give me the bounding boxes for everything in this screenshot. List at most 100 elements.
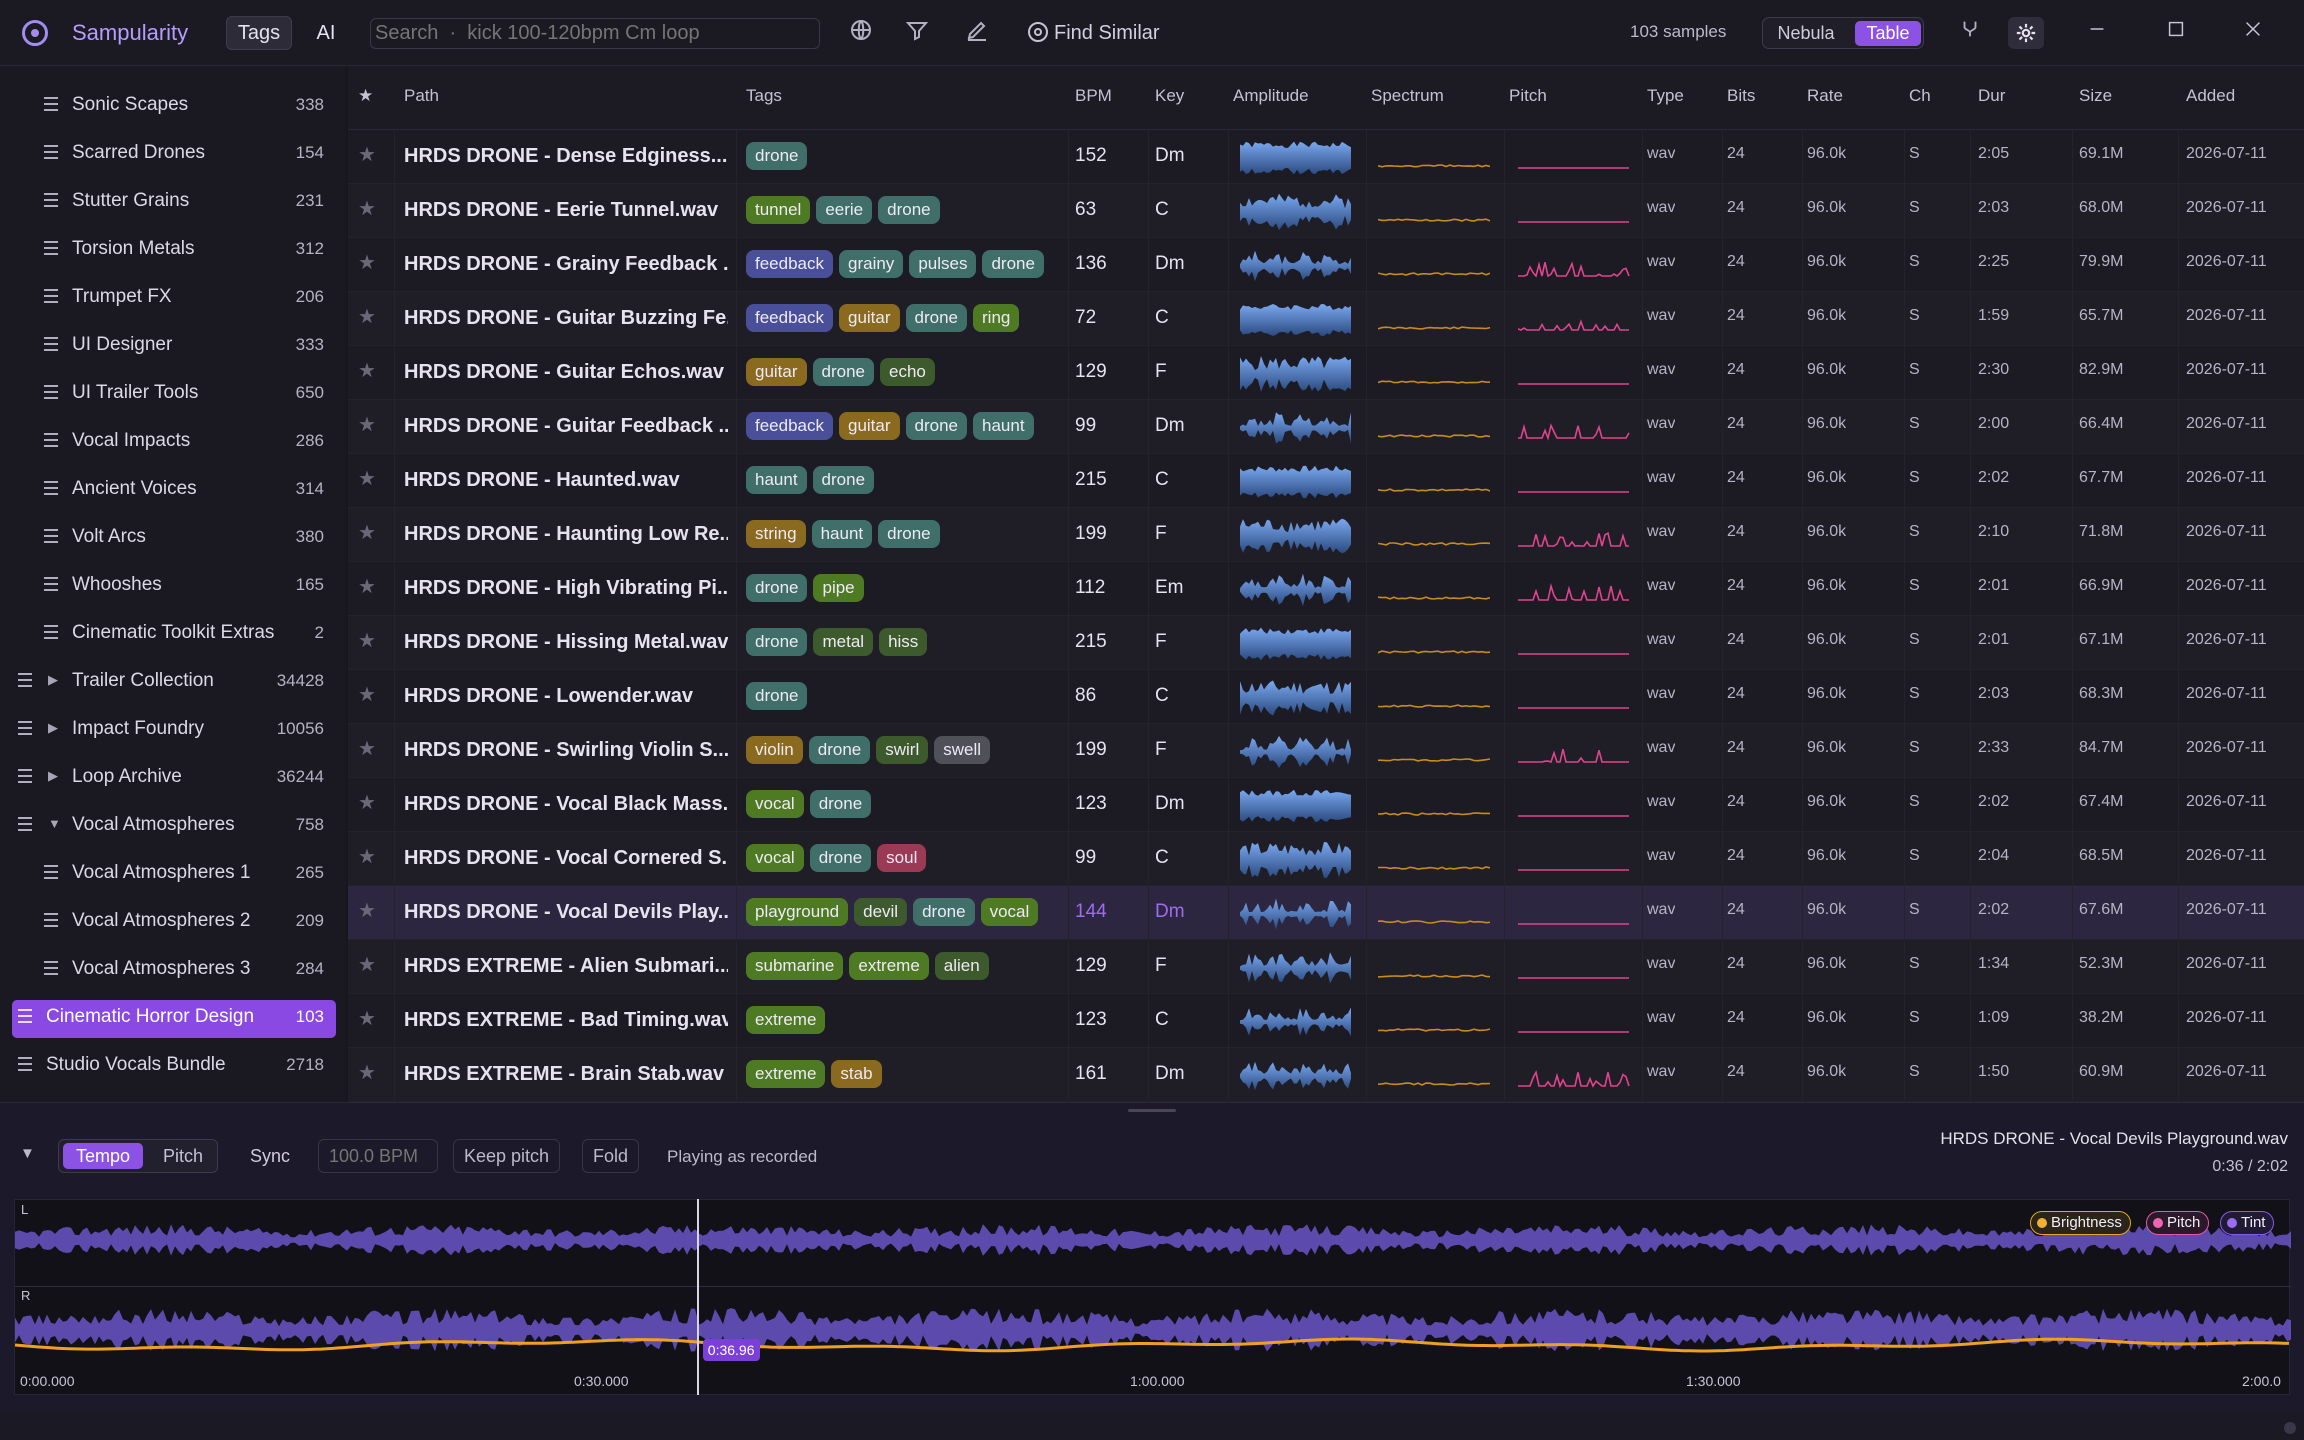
drag-handle-icon[interactable] (44, 625, 58, 639)
drag-handle-icon[interactable] (44, 145, 58, 159)
col-spectrum-header[interactable]: Spectrum (1371, 86, 1444, 105)
tag-pill[interactable]: violin (746, 736, 803, 764)
table-row[interactable]: ★ HRDS DRONE - Dense Edginess.... drone 152… (348, 130, 2304, 184)
tag-pill[interactable]: guitar (839, 412, 900, 440)
drag-handle-icon[interactable] (44, 913, 58, 927)
table-row[interactable]: ★ HRDS DRONE - Hissing Metal.wav drone meta… (348, 616, 2304, 670)
col-key-header[interactable]: Key (1155, 86, 1185, 105)
star-icon[interactable]: ★ (358, 738, 376, 760)
tag-pill[interactable]: feedback (746, 304, 833, 332)
star-icon[interactable]: ★ (358, 1008, 376, 1030)
pitch-tab[interactable]: Pitch (162, 1146, 204, 1166)
drag-handle-icon[interactable] (44, 529, 58, 543)
star-icon[interactable]: ★ (358, 144, 376, 166)
tag-pill[interactable]: hiss (879, 628, 928, 656)
tag-pill[interactable]: drone (878, 520, 940, 548)
col-path-header[interactable]: Path (404, 86, 439, 105)
tag-pill[interactable]: swell (934, 736, 991, 764)
drag-handle-icon[interactable] (44, 241, 58, 255)
col-dur-header[interactable]: Dur (1978, 86, 2006, 105)
tag-pill[interactable]: extreme (746, 1060, 826, 1088)
col-bpm-header[interactable]: BPM (1075, 86, 1112, 105)
search-input[interactable] (370, 18, 820, 49)
table-row[interactable]: ★ HRDS DRONE - Vocal Black Mass... vocal dr… (348, 778, 2304, 832)
tag-pill[interactable]: drone (809, 844, 872, 872)
sidebar-item[interactable]: Stutter Grains 231 (0, 178, 346, 226)
pitch-chip[interactable]: Pitch (2146, 1211, 2210, 1235)
tag-pill[interactable]: drone (746, 574, 808, 602)
filter-icon[interactable] (902, 18, 932, 48)
drag-handle-icon[interactable] (18, 1009, 32, 1023)
tags-button[interactable]: Tags (226, 16, 292, 50)
table-row[interactable]: ★ HRDS DRONE - High Vibrating Pi... drone p… (348, 562, 2304, 616)
table-row[interactable]: ★ HRDS DRONE - Guitar Feedback ... feedbac… (348, 400, 2304, 454)
drag-handle-icon[interactable] (44, 481, 58, 495)
tag-pill[interactable]: feedback (746, 250, 833, 278)
drag-handle-icon[interactable] (44, 865, 58, 879)
star-icon[interactable]: ★ (358, 522, 376, 544)
sync-button[interactable]: Sync (250, 1146, 291, 1166)
settings-gear-icon[interactable] (2008, 17, 2044, 49)
tag-pill[interactable]: haunt (973, 412, 1034, 440)
drag-handle-icon[interactable] (44, 961, 58, 975)
drag-handle-icon[interactable] (18, 721, 32, 735)
col-size-header[interactable]: Size (2079, 86, 2113, 105)
tag-pill[interactable]: drone (878, 196, 940, 224)
tag-pill[interactable]: feedback (746, 412, 833, 440)
branch-icon[interactable] (1955, 18, 1985, 48)
tag-pill[interactable]: guitar (839, 304, 900, 332)
star-icon[interactable]: ★ (358, 792, 376, 814)
table-row[interactable]: ★ HRDS DRONE - Grainy Feedback ... feedbac… (348, 238, 2304, 292)
tag-pill[interactable]: pipe (813, 574, 864, 602)
drag-handle-icon[interactable] (44, 433, 58, 447)
sidebar-item[interactable]: Vocal Atmospheres 3 284 (0, 946, 346, 994)
table-row[interactable]: ★ HRDS EXTREME - Alien Submari... submarin… (348, 940, 2304, 994)
col-type-header[interactable]: Type (1647, 86, 1684, 105)
sidebar-item[interactable]: ▶ Loop Archive 36244 (0, 754, 346, 802)
tag-pill[interactable]: echo (880, 358, 935, 386)
star-icon[interactable]: ★ (358, 1062, 376, 1084)
col-ch-header[interactable]: Ch (1909, 86, 1931, 105)
tag-pill[interactable]: pulses (909, 250, 977, 278)
drag-handle-icon[interactable] (44, 289, 58, 303)
tag-pill[interactable]: devil (854, 898, 908, 926)
sidebar-item[interactable]: Ancient Voices 314 (0, 466, 346, 514)
tag-pill[interactable]: string (746, 520, 806, 548)
close-icon[interactable] (2238, 18, 2268, 48)
drag-handle-icon[interactable] (44, 97, 58, 111)
expand-caret-icon[interactable]: ▶ (48, 768, 58, 783)
sidebar-item[interactable]: ▶ Trailer Collection 34428 (0, 658, 346, 706)
tag-pill[interactable]: drone (746, 628, 808, 656)
sidebar-item[interactable]: Whooshes 165 (0, 562, 346, 610)
tag-pill[interactable]: metal (813, 628, 874, 656)
sidebar-item[interactable]: UI Designer 333 (0, 322, 346, 370)
tag-pill[interactable]: playground (746, 898, 849, 926)
star-icon[interactable]: ★ (358, 252, 376, 274)
sidebar-item[interactable]: Scarred Drones 154 (0, 130, 346, 178)
maximize-icon[interactable] (2161, 18, 2191, 48)
tag-pill[interactable]: drone (812, 466, 875, 494)
tag-pill[interactable]: guitar (746, 358, 807, 386)
table-row[interactable]: ★ HRDS EXTREME - Brain Stab.wav extreme sta… (348, 1048, 2304, 1102)
minimize-icon[interactable] (2082, 18, 2112, 48)
tag-pill[interactable]: vocal (980, 898, 1039, 926)
col-star-header[interactable]: ★ (358, 86, 374, 105)
sidebar-item[interactable]: Vocal Atmospheres 1 265 (0, 850, 346, 898)
tempo-tab[interactable]: Tempo (63, 1143, 143, 1169)
drag-handle-icon[interactable] (44, 193, 58, 207)
tag-pill[interactable]: eerie (816, 196, 873, 224)
playhead[interactable] (696, 1199, 699, 1395)
sidebar-item[interactable]: ▶ Impact Foundry 10056 (0, 706, 346, 754)
sidebar-item[interactable]: Volt Arcs 380 (0, 514, 346, 562)
star-icon[interactable]: ★ (358, 198, 376, 220)
table-row[interactable]: ★ HRDS DRONE - Guitar Buzzing Fe... feedba… (348, 292, 2304, 346)
sidebar-item[interactable]: Vocal Atmospheres 2 209 (0, 898, 346, 946)
sidebar-item[interactable]: ▼ Vocal Atmospheres 758 (0, 802, 346, 850)
drag-handle-icon[interactable] (18, 1057, 32, 1071)
star-icon[interactable]: ★ (358, 414, 376, 436)
ai-button[interactable]: AI (316, 22, 336, 44)
table-row[interactable]: ★ HRDS DRONE - Vocal Devils Play... playgr… (348, 886, 2304, 940)
sidebar-item[interactable]: Studio Vocals Bundle 2718 (0, 1042, 346, 1090)
